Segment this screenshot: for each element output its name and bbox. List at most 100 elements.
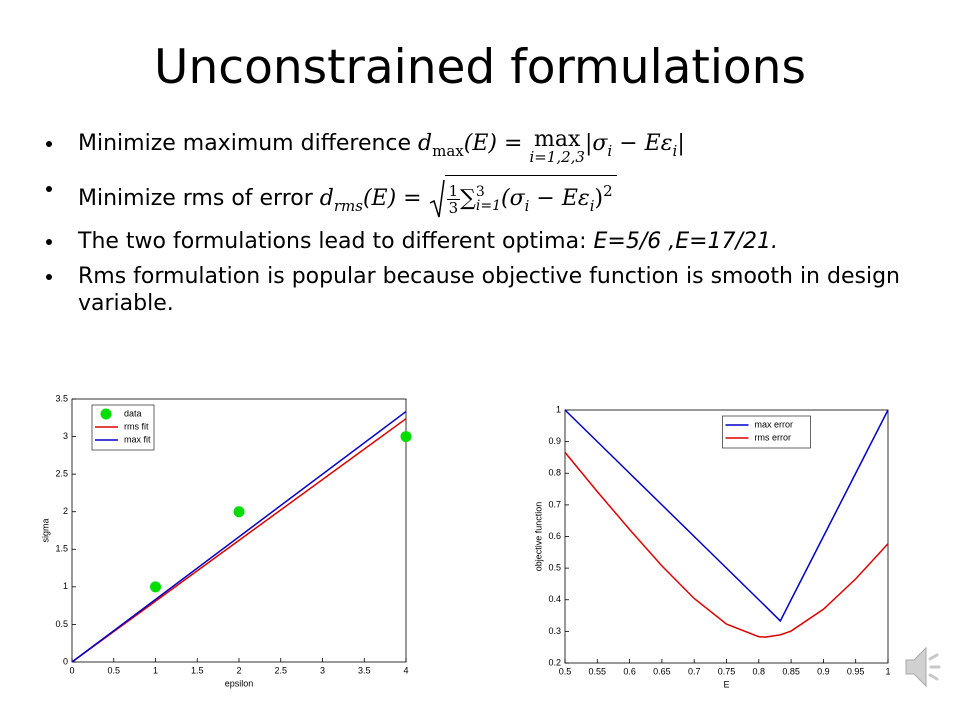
formula-part: i (607, 142, 613, 160)
formula-part: (E) = (362, 186, 429, 211)
x-tick-label: 0.5 (107, 665, 120, 675)
formula-part: i=1 (475, 198, 501, 214)
legend-label: max error (755, 419, 794, 429)
formula-part: − Eε (529, 186, 590, 211)
formula-part: 2 (603, 182, 613, 200)
y-tick-label: 0.4 (548, 594, 561, 604)
slide-title: Unconstrained formulations (154, 40, 806, 95)
formula-part: max (432, 142, 464, 160)
bullet-text: Minimize rms of error (78, 186, 320, 211)
formula-part: (E) = (463, 131, 530, 156)
x-tick-label: 0.65 (653, 666, 671, 676)
formula-part: ∑ (460, 186, 476, 211)
legend-box (722, 415, 811, 449)
x-tick-label: 1.5 (191, 665, 204, 675)
formula-part: | (677, 131, 685, 156)
speaker-icon (905, 646, 941, 688)
bullet: Rms formulation is popular because objec… (44, 263, 924, 317)
x-tick-label: 1 (153, 665, 158, 675)
sum-limits: 3 i=1 (476, 185, 501, 213)
x-tick-label: 1 (885, 666, 890, 676)
data-point (150, 581, 161, 593)
data-point (400, 431, 412, 443)
bullet-text: The two formulations lead to different o… (78, 229, 594, 254)
y-axis-label: objective function (533, 502, 543, 572)
legend-swatch (100, 408, 112, 420)
formula: drms(E) = 1 3 ∑ 3 i=1 (σi − Eεi)2 (319, 175, 617, 218)
formula-part: i=1,2,3 (529, 148, 585, 166)
y-tick-label: 1.5 (55, 544, 68, 554)
formula-part: d (319, 186, 334, 211)
y-tick-label: 0.5 (548, 563, 561, 573)
y-axis-label: sigma (40, 518, 50, 542)
legend: max error rms error (722, 415, 811, 449)
formula-part: ) (594, 186, 604, 211)
series-line (71, 418, 407, 663)
x-axis-label: E (723, 679, 729, 689)
x-axis-label: epsilon (225, 678, 254, 688)
bullet-text: Rms formulation is popular because objec… (78, 264, 900, 316)
legend-label: rms fit (124, 421, 149, 431)
bullet: Minimize rms of error drms(E) = 1 3 ∑ 3 i=1(… (44, 175, 924, 220)
x-tick-label: 0.95 (847, 666, 865, 676)
y-tick-label: 0.3 (548, 626, 561, 636)
bullet-list: Minimize maximum difference dmax(E) = ma… (44, 129, 924, 325)
y-tick-label: 0.8 (548, 468, 561, 478)
y-tick-label: 1 (63, 581, 68, 591)
x-tick-label: 0.9 (817, 666, 830, 676)
formula-part: 3 (448, 198, 459, 217)
y-tick-label: 0 (63, 656, 68, 666)
formula-part: 1 (446, 181, 461, 200)
x-tick-label: 0.5 (559, 666, 572, 676)
y-tick-label: 1 (556, 404, 561, 414)
y-tick-label: 2 (63, 506, 68, 516)
formula-part: − Eε (612, 131, 673, 156)
operator: max i=1,2,3 (529, 127, 585, 166)
formula-part: i (672, 142, 678, 160)
legend-label: max fit (124, 434, 151, 444)
y-tick-label: 0.9 (548, 436, 561, 446)
legend-label: rms error (755, 432, 792, 442)
radical-sign (429, 179, 445, 218)
x-tick-label: 0.8 (753, 666, 766, 676)
bullet: Minimize maximum difference dmax(E) = ma… (44, 129, 924, 165)
plot-area (71, 398, 407, 663)
legend-box (91, 404, 155, 451)
series-line (564, 409, 889, 623)
formula-part: 3 (475, 184, 485, 200)
radicand: 1 3 ∑ 3 i=1 (σi − Eεi)2 (444, 175, 617, 220)
x-tick-label: 0.6 (623, 666, 636, 676)
plot-area (564, 409, 889, 664)
formula-part: d (418, 131, 433, 156)
bullet: The two formulations lead to different o… (44, 228, 924, 255)
x-tick-label: 2.5 (274, 665, 287, 675)
y-tick-label: 3.5 (55, 393, 68, 403)
formula-part: i (524, 197, 530, 215)
y-tick-label: 3 (63, 431, 68, 441)
x-tick-label: 0 (69, 665, 74, 675)
formula: dmax(E) = max i=1,2,3 |σi − Eεi| (418, 129, 685, 165)
formula-part: rms (333, 197, 363, 215)
data-point (233, 506, 245, 518)
x-tick-label: 0.55 (589, 666, 607, 676)
legend-label: data (124, 408, 142, 418)
series-line (564, 451, 889, 638)
x-tick-label: 0.85 (782, 666, 800, 676)
y-tick-label: 0.5 (55, 619, 68, 629)
y-tick-label: 2.5 (55, 469, 68, 479)
x-tick-label: 3.5 (358, 665, 371, 675)
formula-part: |σ (584, 131, 608, 156)
formula-part: max (534, 127, 581, 152)
x-tick-label: 3 (320, 665, 325, 675)
x-tick-label: 2 (236, 665, 241, 675)
formula-part: (σ (501, 186, 525, 211)
series-line (71, 410, 407, 663)
x-tick-label: 0.75 (718, 666, 736, 676)
x-tick-label: 0.7 (688, 666, 701, 676)
legend: data rms fit max fit (91, 404, 155, 451)
y-tick-label: 0.2 (548, 657, 561, 667)
formula-part: i (589, 197, 595, 215)
x-tick-label: 4 (403, 665, 408, 675)
